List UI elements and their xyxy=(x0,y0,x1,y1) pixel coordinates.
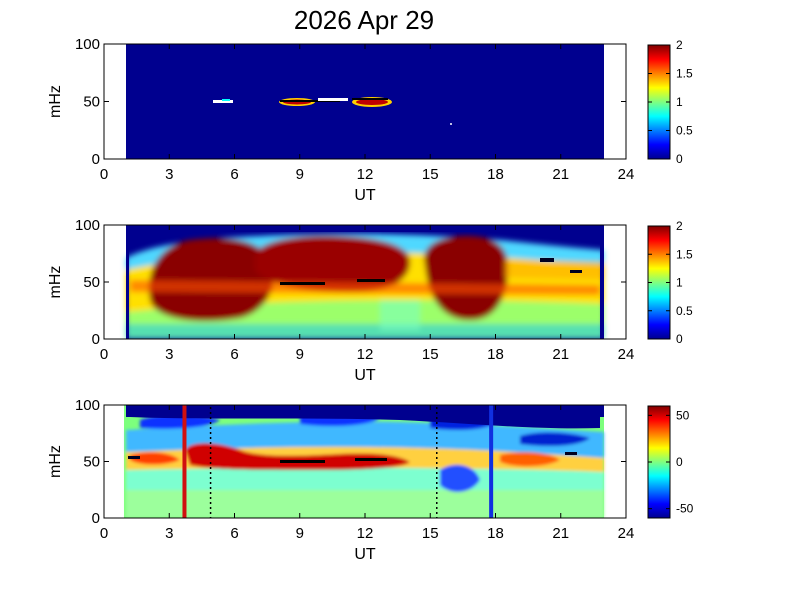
y-tick-label: 0 xyxy=(92,510,100,527)
colorbar-tick-label: 2 xyxy=(676,219,683,233)
y-tick-label: 100 xyxy=(75,36,100,53)
x-tick-label: 3 xyxy=(165,525,173,542)
y-tick-label: 50 xyxy=(83,94,100,111)
x-tick-label: 0 xyxy=(100,166,108,183)
colorbar-tick-label: 1 xyxy=(676,276,683,290)
chart-title: 2026 Apr 29 xyxy=(294,5,434,35)
x-tick-label: 24 xyxy=(618,525,635,542)
x-tick-label: 15 xyxy=(422,525,439,542)
x-tick-label: 9 xyxy=(296,346,304,363)
x-tick-label: 24 xyxy=(618,166,635,183)
panel-2 xyxy=(126,225,604,339)
colorbar-tick-label: 0.5 xyxy=(676,124,693,138)
x-axis-label: UT xyxy=(354,187,376,204)
x-tick-label: 18 xyxy=(487,346,504,363)
x-tick-label: 0 xyxy=(100,525,108,542)
x-tick-label: 6 xyxy=(230,525,238,542)
colorbar-tick-label: 0.5 xyxy=(676,304,693,318)
y-tick-label: 50 xyxy=(83,454,100,471)
y-axis-label: mHz xyxy=(47,266,64,299)
x-axis-label: UT xyxy=(354,367,376,384)
x-tick-label: 21 xyxy=(552,166,569,183)
x-tick-label: 9 xyxy=(296,525,304,542)
y-tick-label: 0 xyxy=(92,331,100,348)
x-tick-label: 24 xyxy=(618,346,635,363)
y-axis-label: mHz xyxy=(47,445,64,478)
panel-3 xyxy=(124,405,604,518)
x-tick-label: 21 xyxy=(552,346,569,363)
y-tick-label: 100 xyxy=(75,397,100,414)
axes-ticks: 0 3 6 9 12 15 18 21 24 0 50 100 UT mHz 0 3 6 9 12 15 18 21 24 0… xyxy=(47,36,634,563)
x-tick-label: 0 xyxy=(100,346,108,363)
colorbar-tick-label: 2 xyxy=(676,38,683,52)
y-tick-label: 0 xyxy=(92,151,100,168)
colorbar-tick-label: 50 xyxy=(676,408,690,422)
colorbar-tick-label: -50 xyxy=(676,502,694,516)
y-tick-label: 100 xyxy=(75,217,100,234)
colorbar-tick-label: 1 xyxy=(676,95,683,109)
x-axis-label: UT xyxy=(354,546,376,563)
colorbar-ticks: 0 0.5 1 1.5 2 0 0.5 1 1.5 2 50 0 -50 xyxy=(648,38,694,516)
x-tick-label: 15 xyxy=(422,346,439,363)
x-tick-label: 9 xyxy=(296,166,304,183)
colorbar-tick-label: 1.5 xyxy=(676,67,693,81)
x-tick-label: 12 xyxy=(357,346,374,363)
colorbar-tick-label: 0 xyxy=(676,455,683,469)
x-tick-label: 12 xyxy=(357,525,374,542)
x-tick-label: 12 xyxy=(357,166,374,183)
x-tick-label: 18 xyxy=(487,166,504,183)
x-tick-label: 18 xyxy=(487,525,504,542)
colorbar-tick-label: 1.5 xyxy=(676,247,693,261)
y-tick-label: 50 xyxy=(83,274,100,291)
panel-1-features xyxy=(213,97,452,125)
panel-1 xyxy=(126,44,604,159)
x-tick-label: 3 xyxy=(165,166,173,183)
panel-3-marker-lines xyxy=(182,405,494,518)
x-tick-label: 6 xyxy=(230,166,238,183)
x-tick-label: 3 xyxy=(165,346,173,363)
x-tick-label: 6 xyxy=(230,346,238,363)
x-tick-label: 21 xyxy=(552,525,569,542)
y-axis-label: mHz xyxy=(47,85,64,118)
colorbar-tick-label: 0 xyxy=(676,152,683,166)
colorbar-tick-label: 0 xyxy=(676,332,683,346)
x-tick-label: 15 xyxy=(422,166,439,183)
